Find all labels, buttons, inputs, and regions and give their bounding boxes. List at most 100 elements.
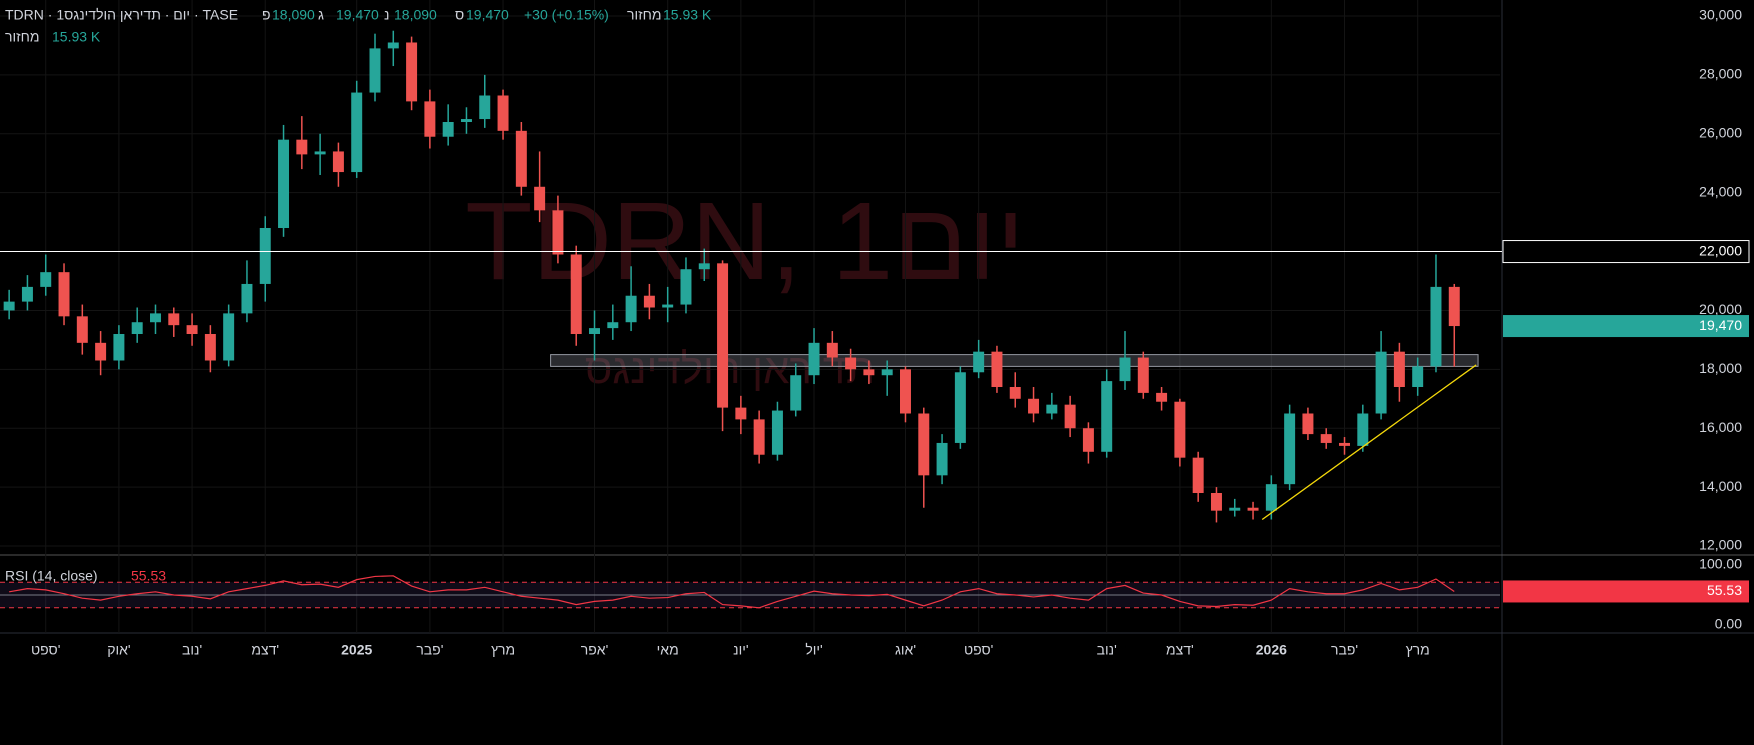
- candle-body: [241, 283, 253, 314]
- last-price-label: 19,470: [1699, 317, 1742, 333]
- y-tick-label: 30,000: [1699, 7, 1742, 23]
- price-label-box: [1502, 240, 1750, 264]
- watermark-subtitle: תדיראן הולדינגס: [585, 345, 875, 392]
- candle-body: [1393, 351, 1405, 387]
- candle-body: [845, 357, 857, 370]
- x-tick-label: אפר': [581, 642, 609, 658]
- x-tick-label: מאי: [657, 642, 679, 658]
- candle-body: [534, 186, 546, 211]
- change: +30 (+0.15%): [524, 7, 609, 23]
- candle-body: [680, 269, 692, 305]
- rsi-last-label: 55.53: [1707, 582, 1742, 598]
- x-tick-label: מרץ: [1406, 642, 1430, 658]
- x-tick-label: אוג': [895, 642, 916, 658]
- x-tick-label: יונ': [733, 642, 748, 658]
- ohlc-value: 19,470: [466, 7, 509, 23]
- candle-body: [625, 295, 637, 323]
- candle-body: [570, 254, 582, 334]
- x-tick-label: יול': [805, 642, 822, 658]
- y-tick-label: 12,000: [1699, 537, 1742, 553]
- zone: [550, 354, 1479, 367]
- candle-body: [1119, 357, 1131, 382]
- rsi-line: [9, 575, 1455, 609]
- candle-body: [406, 42, 418, 102]
- candle-body: [186, 325, 198, 334]
- candle-body: [1082, 428, 1094, 452]
- candle-body: [863, 369, 875, 376]
- x-tick-label: 2026: [1256, 642, 1287, 658]
- candle-body: [552, 210, 564, 255]
- x-tick-label: 2025: [341, 642, 372, 658]
- candle-body: [698, 263, 710, 270]
- candle-body: [1137, 357, 1149, 393]
- candle-body: [589, 328, 600, 334]
- candle-body: [954, 372, 966, 443]
- candle-body: [204, 334, 216, 361]
- candle-body: [58, 272, 70, 317]
- y-tick-label: 14,000: [1699, 478, 1742, 494]
- rsi-last-box: [1503, 580, 1749, 603]
- candle-body: [662, 304, 674, 308]
- candle-body: [900, 369, 911, 414]
- ohlc-value: 18,090: [394, 7, 437, 23]
- candle-body: [387, 42, 399, 49]
- ohlc-key: ס: [455, 7, 464, 23]
- candle-body: [369, 48, 381, 93]
- candle-body: [717, 263, 729, 408]
- candle-body: [95, 342, 107, 361]
- candle-body: [1064, 404, 1076, 429]
- candle-body: [1028, 398, 1040, 414]
- candle-body: [1302, 413, 1314, 435]
- candle-body: [3, 301, 15, 311]
- candle-body: [278, 139, 290, 228]
- candle-body: [1357, 413, 1369, 446]
- candle-body: [1320, 434, 1332, 443]
- candle-body: [497, 95, 509, 131]
- candle-body: [332, 151, 344, 173]
- candle-body: [296, 139, 308, 155]
- candle-body: [881, 369, 893, 376]
- symbol-title: TDRN · 1יום · תדיראן הולדינגס · TASE: [5, 7, 238, 23]
- candle-body: [1412, 366, 1424, 387]
- candle-body: [259, 228, 271, 284]
- candle-body: [973, 351, 985, 373]
- candle-body: [1210, 493, 1222, 511]
- candle-body: [460, 119, 472, 122]
- candle-body: [753, 419, 765, 455]
- candle-body: [21, 286, 33, 302]
- y-tick-label: 28,000: [1699, 66, 1742, 82]
- y-tick-label: 20,000: [1699, 301, 1742, 317]
- candle-body: [936, 442, 948, 476]
- y-tick-label: 24,000: [1699, 183, 1742, 199]
- candle-body: [1009, 387, 1021, 399]
- ohlc-key: ג: [318, 7, 324, 23]
- candle-body: [1174, 401, 1186, 458]
- ohlc-value: 19,470: [336, 7, 379, 23]
- candle-body: [76, 316, 88, 343]
- y-tick-label: 16,000: [1699, 419, 1742, 435]
- candle-body: [790, 375, 802, 411]
- candle-body: [113, 334, 125, 361]
- candle-body: [515, 130, 527, 187]
- x-tick-label: פבר': [416, 642, 443, 658]
- x-tick-label: נוב': [1097, 642, 1117, 658]
- candle-body: [735, 407, 747, 420]
- price-label: 22,000: [1699, 242, 1742, 258]
- candle-body: [1247, 507, 1259, 511]
- volume-value: 15.93 K: [52, 29, 101, 45]
- rsi-value: 55.53: [131, 568, 166, 584]
- candle-body: [40, 272, 52, 287]
- candle-body: [1339, 442, 1350, 446]
- rsi-tick-label: 100.00: [1699, 556, 1742, 572]
- candle-body: [991, 351, 1003, 387]
- candle-body: [1229, 507, 1241, 511]
- y-tick-label: 26,000: [1699, 124, 1742, 140]
- watermark: TDRN, 1יום: [465, 180, 1025, 303]
- ohlc-key: פ: [262, 7, 271, 23]
- candle-body: [1430, 286, 1442, 367]
- candle-body: [1046, 404, 1058, 414]
- rsi-tick-label: 0.00: [1715, 616, 1742, 632]
- candle-body: [314, 151, 326, 155]
- rsi-name: RSI (14, close): [5, 568, 98, 584]
